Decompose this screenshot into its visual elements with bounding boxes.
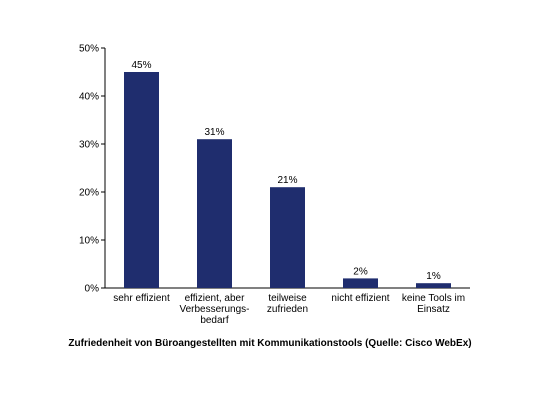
y-tick-label: 0% — [85, 284, 100, 295]
y-ticks: 0% 10% 20% 30% 40% 50% — [79, 44, 105, 295]
y-tick-label: 10% — [79, 236, 99, 247]
y-tick-label: 50% — [79, 44, 99, 55]
data-labels: 45% 31% 21% 2% 1% — [131, 60, 440, 282]
bar-chart: 0% 10% 20% 30% 40% 50% 45% 31% 21% 2% 1% sehr eff… — [79, 44, 470, 326]
y-tick-label: 20% — [79, 188, 99, 199]
category-label: nicht effizient — [331, 293, 389, 304]
bar-value-label: 2% — [353, 266, 368, 277]
bar-value-label: 31% — [204, 127, 224, 138]
category-label: keine Tools im Einsatz — [402, 293, 465, 315]
bar-value-label: 21% — [277, 175, 297, 186]
category-label: sehr effizient — [113, 293, 170, 304]
y-tick-label: 40% — [79, 92, 99, 103]
bars — [124, 72, 451, 288]
bar-value-label: 45% — [131, 60, 151, 71]
bar — [343, 278, 378, 288]
bar — [416, 283, 451, 288]
category-labels: sehr effizient effizient, aber Verbesserun… — [113, 293, 465, 326]
bar — [270, 187, 305, 288]
bar — [197, 139, 232, 288]
y-tick-label: 30% — [79, 140, 99, 151]
bar-value-label: 1% — [426, 271, 441, 282]
chart-caption: Zufriedenheit von Büroangestellten mit K… — [68, 338, 472, 349]
category-label: effizient, aber Verbesserungs-bedarf — [179, 293, 249, 326]
bar — [124, 72, 159, 288]
category-label: teilweise zufrieden — [267, 293, 308, 315]
